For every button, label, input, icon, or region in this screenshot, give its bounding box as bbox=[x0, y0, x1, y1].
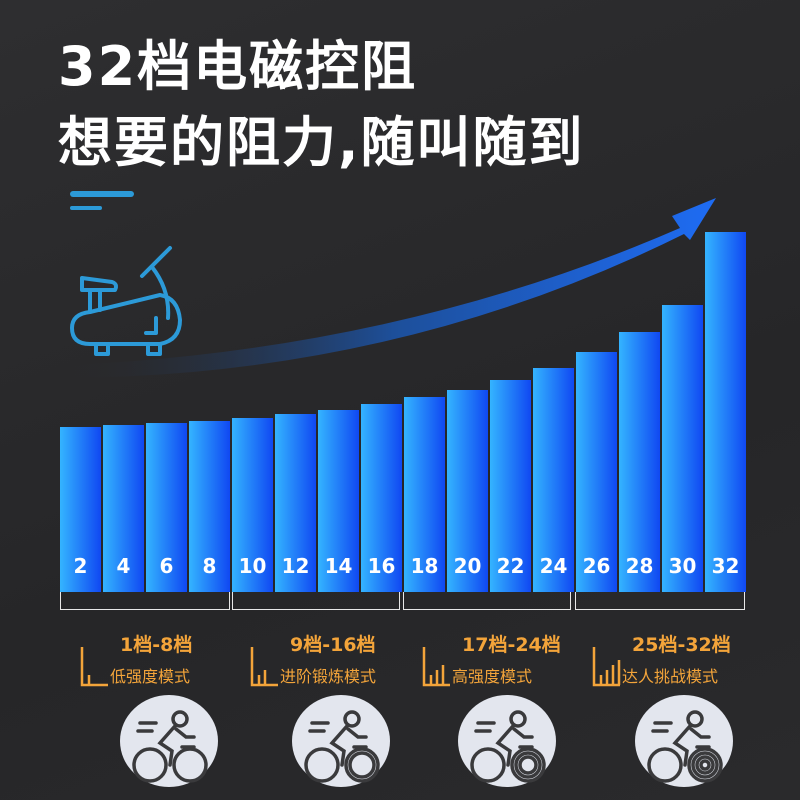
bar-label: 32 bbox=[712, 554, 740, 578]
bar-label: 30 bbox=[669, 554, 697, 578]
resistance-bar bbox=[318, 410, 359, 592]
bar-label: 12 bbox=[282, 554, 310, 578]
decor-line bbox=[70, 206, 102, 210]
bar-label: 20 bbox=[454, 554, 482, 578]
mode-name: 低强度模式 bbox=[110, 667, 191, 686]
mode-group: 17档-24档 高强度模式 bbox=[412, 630, 592, 690]
mode-group: 1档-8档 低强度模式 bbox=[70, 630, 250, 690]
resistance-bar bbox=[490, 380, 531, 592]
cyclist-icon bbox=[292, 695, 390, 787]
bar-label: 4 bbox=[117, 554, 131, 578]
gear-range: 25档-32档 bbox=[632, 634, 731, 656]
resistance-bar bbox=[705, 232, 746, 592]
resistance-bar bbox=[103, 425, 144, 592]
bar-label: 16 bbox=[368, 554, 396, 578]
resistance-bar bbox=[361, 404, 402, 592]
bar-label: 24 bbox=[540, 554, 568, 578]
bar-label: 14 bbox=[325, 554, 353, 578]
mode-name: 达人挑战模式 bbox=[622, 667, 719, 686]
gear-range: 17档-24档 bbox=[462, 634, 561, 656]
resistance-bar bbox=[189, 421, 230, 592]
resistance-bar bbox=[447, 390, 488, 592]
resistance-bar bbox=[404, 397, 445, 592]
mode-group: 25档-32档 达人挑战模式 bbox=[582, 630, 762, 690]
group-bracket bbox=[403, 592, 571, 610]
resistance-bar bbox=[275, 414, 316, 592]
group-bracket bbox=[60, 592, 230, 610]
group-bracket bbox=[575, 592, 745, 610]
bar-label: 28 bbox=[626, 554, 654, 578]
group-bracket bbox=[232, 592, 400, 610]
mode-name: 进阶锻炼模式 bbox=[280, 667, 377, 686]
resistance-bar bbox=[662, 305, 703, 592]
cyclist-icon bbox=[120, 695, 218, 787]
gear-range: 9档-16档 bbox=[290, 634, 376, 656]
resistance-bar bbox=[146, 423, 187, 592]
bar-label: 18 bbox=[411, 554, 439, 578]
bar-label: 8 bbox=[203, 554, 217, 578]
headline-line1: 32档电磁控阻 bbox=[58, 35, 418, 98]
level-bars-icon bbox=[592, 647, 621, 687]
mode-name: 高强度模式 bbox=[452, 667, 533, 686]
bar-label: 2 bbox=[74, 554, 88, 578]
level-bars-icon bbox=[80, 647, 108, 687]
bar-label: 22 bbox=[497, 554, 525, 578]
bar-label: 26 bbox=[583, 554, 611, 578]
bar-label: 6 bbox=[160, 554, 174, 578]
level-bars-icon bbox=[422, 647, 450, 687]
resistance-bar bbox=[576, 352, 617, 592]
level-bars-icon bbox=[250, 647, 278, 687]
headline-line2: 想要的阻力,随叫随到 bbox=[58, 111, 585, 174]
mode-group: 9档-16档 进阶锻炼模式 bbox=[240, 630, 420, 690]
bar-label: 10 bbox=[239, 554, 267, 578]
decor-line bbox=[70, 191, 134, 197]
resistance-bar bbox=[619, 332, 660, 592]
resistance-bar bbox=[232, 418, 273, 592]
gear-range: 1档-8档 bbox=[120, 634, 193, 656]
cyclist-icon bbox=[458, 695, 556, 787]
resistance-bar bbox=[533, 368, 574, 592]
exercise-bike-icon bbox=[70, 246, 182, 356]
cyclist-icon bbox=[635, 695, 733, 787]
resistance-bar bbox=[60, 427, 101, 592]
